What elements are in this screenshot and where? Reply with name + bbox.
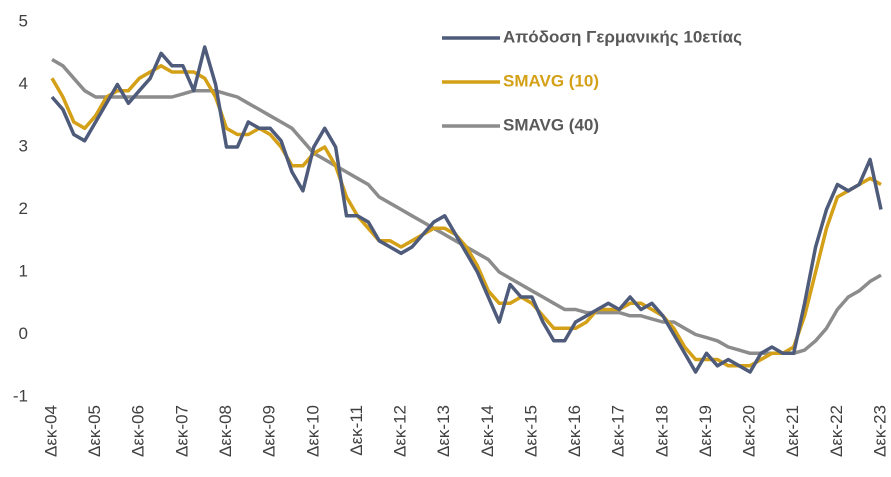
x-tick-label: Δεκ-14 bbox=[478, 405, 497, 457]
x-tick-label: Δεκ-04 bbox=[41, 405, 60, 457]
x-tick-label: Δεκ-20 bbox=[740, 405, 759, 457]
y-tick-label: 4 bbox=[19, 74, 28, 93]
x-tick-label: Δεκ-23 bbox=[870, 405, 889, 457]
x-tick-label: Δεκ-10 bbox=[303, 405, 322, 457]
y-tick-label: 5 bbox=[19, 11, 28, 30]
series-line bbox=[50, 45, 883, 374]
x-tick-label: Δεκ-13 bbox=[434, 405, 453, 457]
x-tick-label: Δεκ-19 bbox=[696, 405, 715, 457]
x-tick-label: Δεκ-17 bbox=[609, 405, 628, 457]
x-tick-label: Δεκ-15 bbox=[521, 405, 540, 457]
x-tick-label: Δεκ-16 bbox=[565, 405, 584, 457]
x-tick-label: Δεκ-22 bbox=[827, 405, 846, 457]
x-tick-label: Δεκ-12 bbox=[391, 405, 410, 457]
y-tick-label: 3 bbox=[19, 136, 28, 155]
x-tick-label: Δεκ-21 bbox=[783, 405, 802, 457]
series-line bbox=[50, 64, 882, 368]
y-tick-label: 0 bbox=[19, 324, 28, 343]
series-line bbox=[51, 57, 882, 356]
y-tick-label: -1 bbox=[13, 386, 28, 405]
x-tick-label: Δεκ-05 bbox=[85, 405, 104, 457]
x-tick-label: Δεκ-07 bbox=[172, 405, 191, 457]
y-tick-label: 1 bbox=[19, 261, 28, 280]
x-tick-label: Δεκ-08 bbox=[216, 405, 235, 457]
x-tick-label: Δεκ-06 bbox=[129, 405, 148, 457]
y-tick-label: 2 bbox=[19, 199, 28, 218]
legend-label: Απόδοση Γερμανικής 10ετίας bbox=[503, 27, 742, 46]
legend-label: SMAVG (40) bbox=[503, 115, 599, 134]
legend-label: SMAVG (10) bbox=[503, 71, 599, 90]
x-tick-label: Δεκ-11 bbox=[347, 405, 366, 456]
x-tick-label: Δεκ-18 bbox=[652, 405, 671, 457]
x-tick-label: Δεκ-09 bbox=[260, 405, 279, 457]
